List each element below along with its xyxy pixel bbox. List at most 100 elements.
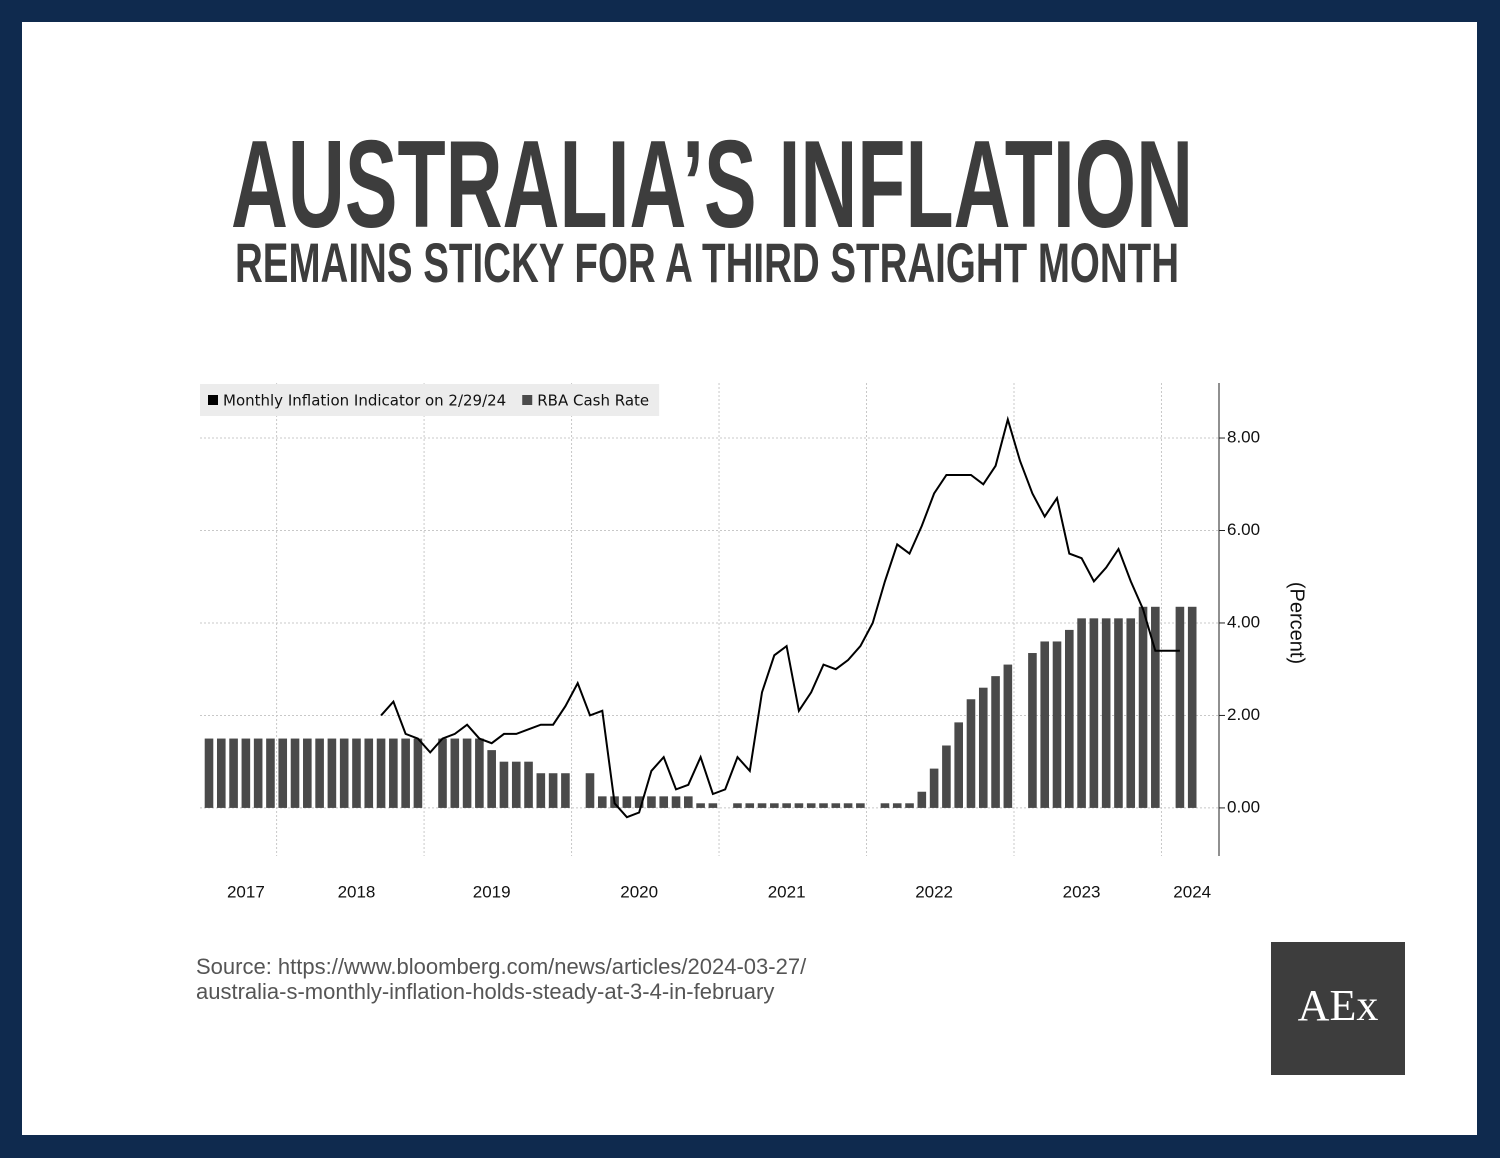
bar [1187,606,1197,808]
bar [450,738,460,808]
bar [782,803,791,808]
bar [499,761,509,808]
bar [278,738,288,808]
bar [843,803,853,808]
bar [1040,641,1050,808]
bar [1114,618,1123,808]
logo-box [1271,942,1405,1075]
bar [253,738,263,808]
y-axis-label: (Percent) [1286,582,1308,664]
bar [597,796,607,808]
bar [892,803,902,808]
bar [757,803,767,808]
bar [241,738,251,808]
legend-marker [208,395,218,405]
bar [917,791,927,808]
bar [266,738,275,808]
bar [966,699,976,808]
bar [659,796,669,808]
bar [1028,653,1037,808]
bar [880,803,890,808]
bar [978,687,988,808]
source-line: australia-s-monthly-inflation-holds-stea… [196,979,774,1004]
bar [1126,618,1136,808]
bar [905,803,914,808]
bar [216,738,226,808]
bar [438,738,447,808]
bar [327,738,337,808]
bar [204,738,214,808]
bar [487,750,496,808]
panel [22,22,1477,1135]
bar [745,803,755,808]
x-tick-label: 2019 [473,882,511,901]
bar [1003,664,1013,808]
y-tick-label: 2.00 [1227,705,1260,724]
bar [671,796,681,808]
bar [708,803,718,808]
logo: AEx [1298,981,1379,1030]
x-tick-label: 2024 [1173,882,1211,901]
bar [524,761,533,808]
x-tick-label: 2017 [227,882,265,901]
legend-box [200,384,660,416]
bar [684,796,693,808]
bar [770,803,779,808]
subtitle: REMAINS STICKY FOR A THIRD STRAIGHT MONT… [235,231,1179,294]
bar [585,773,595,808]
legend-label: RBA Cash Rate [537,392,649,410]
bar [352,738,361,808]
bar [1175,606,1185,808]
bar [536,773,546,808]
bar [1052,641,1062,808]
x-tick-label: 2018 [338,882,376,901]
bar [229,738,238,808]
bar [1151,606,1160,808]
bar [831,803,841,808]
bar [389,738,398,808]
line [380,415,1180,819]
y-tick-label: 6.00 [1227,520,1260,539]
bar [1077,618,1086,808]
bar [856,803,865,808]
bar [1138,606,1148,808]
bar [401,738,410,808]
bar [561,773,570,808]
y-tick-label: 8.00 [1227,428,1260,447]
x-tick-label: 2021 [768,882,806,901]
bar [1089,618,1099,808]
x-tick-label: 2022 [915,882,953,901]
bar [1065,629,1074,808]
bar [548,773,558,808]
bar [511,761,521,808]
bar [819,803,828,808]
bar [376,738,386,808]
bar [954,722,963,808]
bar [794,803,804,808]
bar [733,803,742,808]
bar [696,803,705,808]
bar [475,738,484,808]
bar [647,796,656,808]
bar [942,745,951,808]
bar [290,738,300,808]
legend-marker [522,395,533,405]
bar [622,796,632,808]
x-tick-label: 2023 [1063,882,1101,901]
y-tick-label: 4.00 [1227,612,1260,631]
chart: 0.00 2.00 4.00 6.00 8.00 2017 2018 2019 2020 2021… [200,383,1308,901]
bar [462,738,472,808]
source-line: Source: https://www.bloomberg.com/news/a… [196,954,807,979]
bar [806,803,816,808]
bar [929,768,939,808]
y-tick-label: 0.00 [1227,797,1260,816]
bar [315,738,324,808]
bar [413,738,423,808]
x-tick-label: 2020 [620,882,658,901]
bar [339,738,349,808]
bar [991,676,1000,808]
bar [303,738,312,808]
bar [634,796,644,808]
